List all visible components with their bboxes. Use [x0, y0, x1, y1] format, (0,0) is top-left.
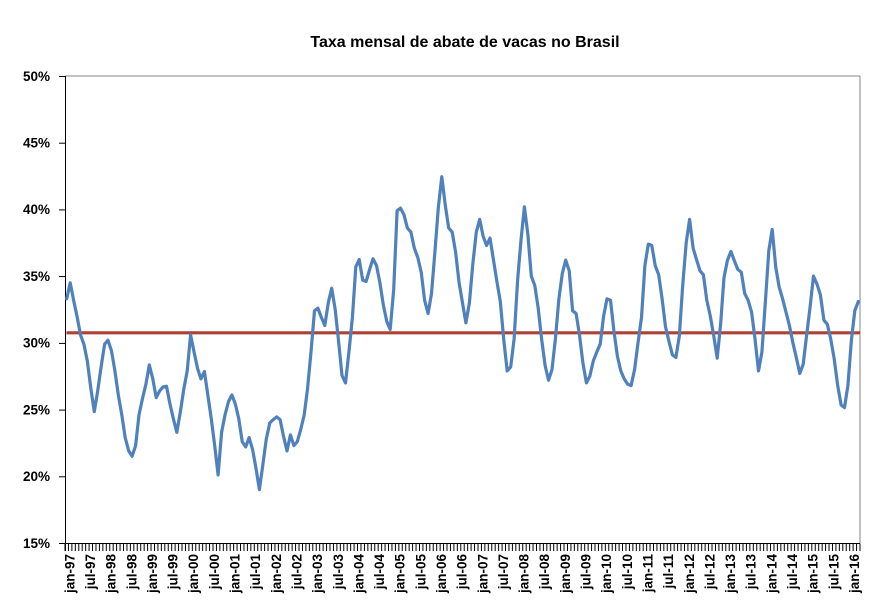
- svg-text:jan-97: jan-97: [62, 554, 77, 594]
- svg-text:jan-12: jan-12: [682, 554, 697, 594]
- svg-text:30%: 30%: [23, 336, 50, 351]
- svg-text:jan-05: jan-05: [393, 554, 408, 595]
- svg-text:jan-02: jan-02: [269, 554, 284, 594]
- svg-text:jul-13: jul-13: [744, 554, 759, 591]
- svg-text:jul-99: jul-99: [166, 554, 181, 590]
- svg-text:jul-03: jul-03: [331, 554, 346, 591]
- svg-text:jul-09: jul-09: [578, 554, 593, 590]
- svg-text:jan-09: jan-09: [558, 554, 573, 594]
- svg-text:jan-14: jan-14: [764, 554, 779, 595]
- svg-text:jan-00: jan-00: [186, 554, 201, 594]
- svg-text:jul-07: jul-07: [496, 554, 511, 590]
- svg-text:jul-00: jul-00: [207, 554, 222, 590]
- svg-text:jul-06: jul-06: [455, 554, 470, 591]
- svg-text:jan-06: jan-06: [434, 554, 449, 595]
- svg-text:jul-98: jul-98: [124, 554, 139, 591]
- svg-text:Taxa mensal de abate de vacas: Taxa mensal de abate de vacas no Brasil: [310, 34, 619, 51]
- svg-text:jan-16: jan-16: [847, 554, 862, 595]
- svg-text:jul-01: jul-01: [248, 554, 263, 591]
- svg-text:jan-11: jan-11: [640, 554, 655, 594]
- svg-text:jan-04: jan-04: [351, 554, 366, 595]
- svg-text:jan-13: jan-13: [723, 554, 738, 595]
- svg-text:jan-03: jan-03: [310, 554, 325, 595]
- svg-text:jul-10: jul-10: [620, 554, 635, 590]
- svg-text:25%: 25%: [23, 402, 50, 417]
- svg-text:jan-01: jan-01: [227, 554, 242, 595]
- svg-text:jan-99: jan-99: [145, 554, 160, 594]
- svg-text:jul-12: jul-12: [702, 554, 717, 590]
- svg-text:jul-14: jul-14: [785, 554, 800, 591]
- svg-text:jul-04: jul-04: [372, 554, 387, 591]
- svg-text:jan-98: jan-98: [104, 554, 119, 595]
- svg-text:jul-05: jul-05: [413, 554, 428, 591]
- svg-text:20%: 20%: [23, 469, 50, 484]
- svg-text:jan-07: jan-07: [475, 554, 490, 594]
- svg-text:jul-02: jul-02: [289, 554, 304, 590]
- svg-text:35%: 35%: [23, 269, 50, 284]
- svg-text:40%: 40%: [23, 202, 50, 217]
- svg-text:50%: 50%: [23, 69, 50, 84]
- svg-text:jul-08: jul-08: [537, 554, 552, 591]
- svg-text:jan-10: jan-10: [599, 554, 614, 594]
- svg-text:45%: 45%: [23, 136, 50, 151]
- svg-text:15%: 15%: [23, 536, 50, 551]
- svg-text:jul-11: jul-11: [661, 554, 676, 590]
- svg-text:jul-15: jul-15: [826, 554, 841, 591]
- svg-text:jan-08: jan-08: [517, 554, 532, 595]
- svg-text:jul-97: jul-97: [83, 554, 98, 590]
- svg-text:jan-15: jan-15: [806, 554, 821, 595]
